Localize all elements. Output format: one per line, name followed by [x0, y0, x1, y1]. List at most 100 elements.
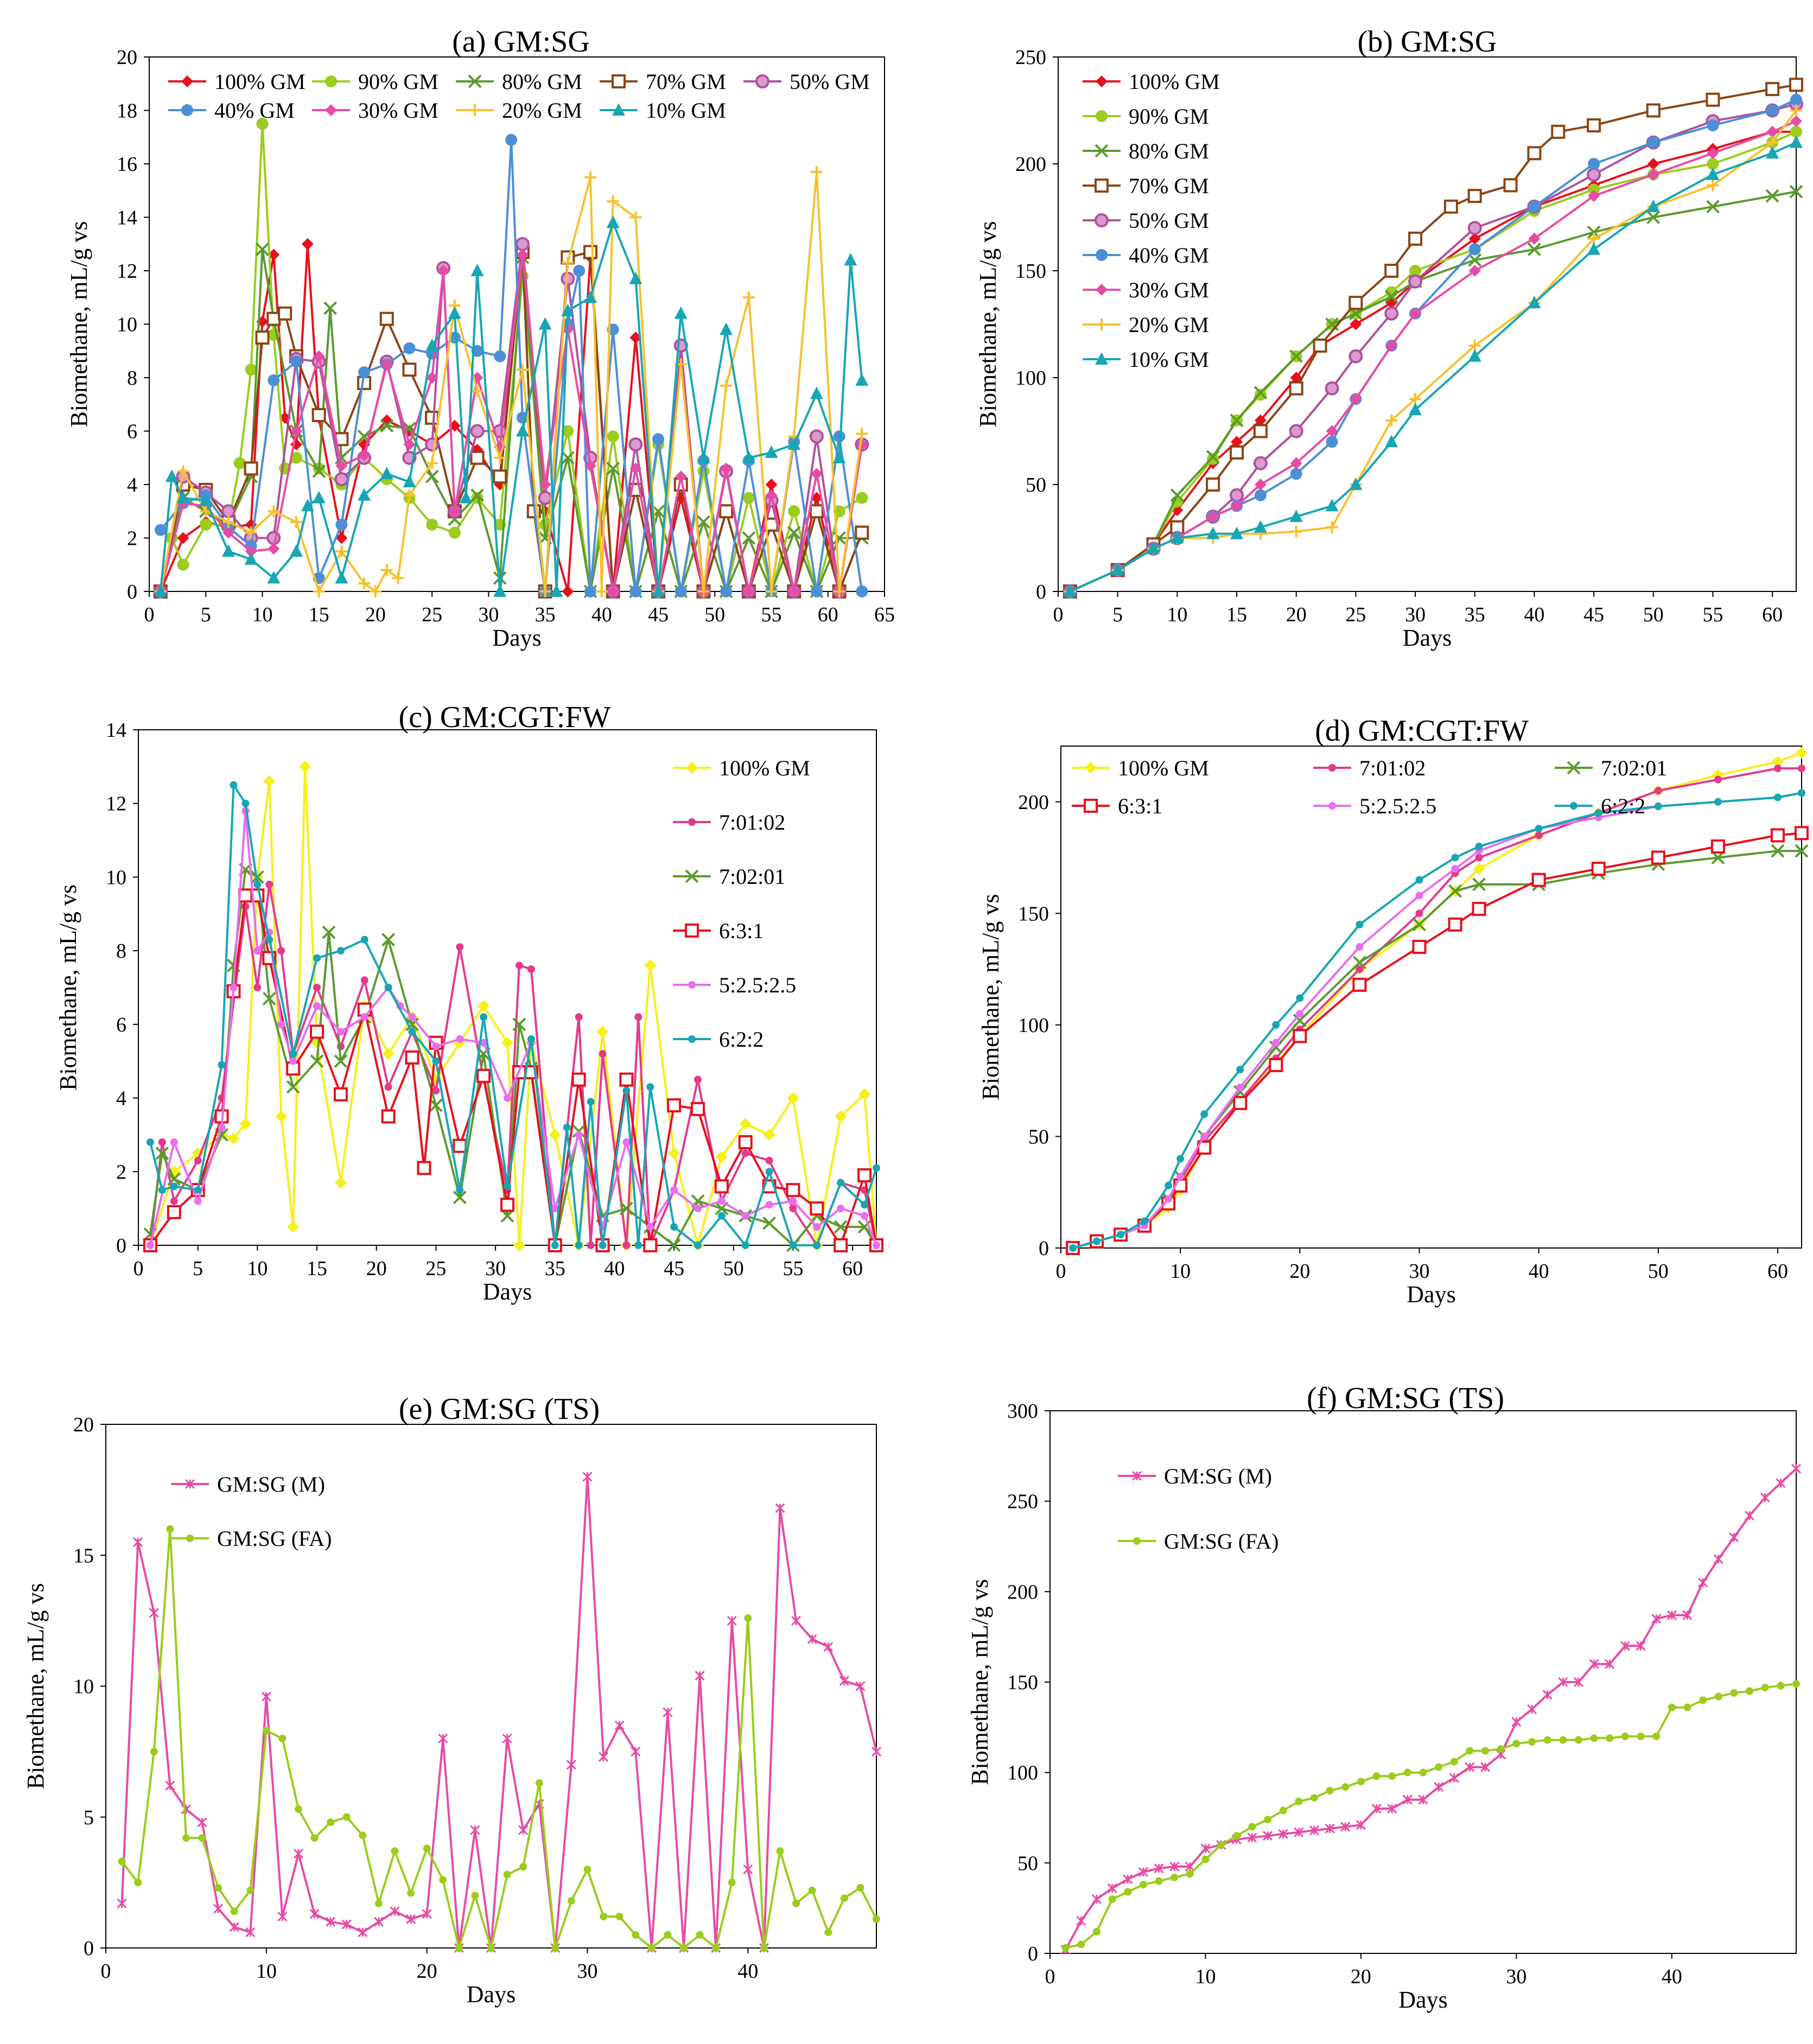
data-point: [873, 1164, 880, 1172]
data-point: [549, 1129, 561, 1141]
data-point: [1388, 1772, 1396, 1780]
y-tick-label: 16: [117, 153, 137, 176]
y-tick-label: 300: [1007, 1400, 1038, 1423]
data-point: [403, 489, 416, 501]
data-point: [470, 488, 484, 502]
data-point: [1473, 863, 1485, 875]
data-point: [158, 1186, 166, 1194]
series-GM:SG (FA): [1061, 1680, 1800, 1952]
data-point: [742, 585, 755, 597]
data-point: [1325, 499, 1339, 512]
legend-label: 6:3:1: [719, 919, 764, 943]
legend-marker: [612, 74, 626, 88]
data-point: [493, 469, 507, 484]
data-point: [438, 1733, 448, 1744]
data-point: [380, 467, 393, 480]
legend-marker: [1133, 1537, 1141, 1545]
data-point: [1269, 1058, 1283, 1072]
data-point: [230, 1907, 238, 1915]
data-point: [622, 1087, 631, 1094]
data-point: [599, 1050, 607, 1058]
data-point: [1646, 199, 1660, 212]
data-point: [1231, 436, 1243, 448]
data-point: [1443, 199, 1458, 214]
data-point: [629, 585, 642, 597]
data-point: [1771, 844, 1785, 858]
data-point: [717, 1212, 726, 1220]
chart-title: (c) GM:CGT:FW: [399, 701, 611, 734]
data-point: [261, 1691, 271, 1702]
data-point: [765, 479, 778, 491]
data-point: [527, 1035, 535, 1043]
y-axis-label: Biomethane, mL/g vs: [975, 221, 1001, 427]
data-point: [696, 1931, 704, 1939]
legend-marker: [185, 1479, 195, 1489]
data-point: [480, 1039, 488, 1047]
data-point: [199, 493, 213, 506]
data-point: [1790, 115, 1802, 128]
data-point: [808, 1886, 816, 1894]
y-tick-label: 15: [73, 1544, 94, 1567]
series-line: [1072, 792, 1802, 1249]
data-point: [221, 544, 235, 557]
data-point: [1356, 965, 1364, 973]
data-point: [646, 1223, 654, 1231]
data-point: [857, 1168, 872, 1183]
legend-label: 5:2.5:2.5: [719, 973, 796, 997]
data-point: [629, 211, 642, 224]
data-point: [567, 1897, 575, 1905]
data-point: [538, 491, 552, 505]
data-point: [674, 306, 688, 319]
data-point: [518, 1825, 529, 1835]
data-point: [1290, 372, 1302, 384]
legend-item: 10% GM: [600, 98, 726, 123]
data-point: [1551, 124, 1566, 139]
data-point: [487, 1944, 495, 1952]
data-point: [1289, 381, 1303, 396]
data-point: [170, 1197, 178, 1205]
data-point: [788, 585, 800, 597]
data-point: [1587, 242, 1601, 255]
data-point: [1647, 158, 1659, 170]
data-point: [1790, 104, 1802, 117]
data-point: [1790, 93, 1802, 106]
data-point: [146, 1241, 154, 1249]
legend-item: 100% GM: [1072, 756, 1209, 780]
x-tick-label: 60: [1767, 1260, 1788, 1283]
y-tick-label: 20: [117, 46, 137, 69]
data-point: [1076, 1915, 1086, 1926]
data-point: [1666, 1610, 1677, 1620]
data-point: [455, 1944, 463, 1952]
data-point: [1117, 1231, 1125, 1239]
data-point: [670, 1186, 678, 1194]
legend-marker: [325, 104, 337, 116]
data-point: [1588, 158, 1600, 170]
x-tick-label: 30: [577, 1960, 598, 1983]
data-point: [622, 1241, 631, 1249]
chart-title: (f) GM:SG (TS): [1307, 1381, 1504, 1415]
x-tick-label: 40: [1529, 1260, 1549, 1283]
data-point: [323, 301, 337, 315]
data-point: [697, 465, 710, 477]
data-point: [1309, 1825, 1320, 1836]
data-point: [1777, 1682, 1785, 1690]
x-tick-label: 10: [256, 1960, 277, 1983]
data-point: [453, 1138, 467, 1153]
data-point: [634, 1241, 642, 1249]
data-point: [277, 1020, 285, 1028]
data-point: [1770, 828, 1785, 843]
data-point: [765, 489, 778, 501]
data-point: [358, 577, 371, 590]
data-point: [182, 1834, 190, 1842]
data-point: [1352, 956, 1366, 970]
legend-label: 6:2:2: [1601, 794, 1645, 818]
y-tick-label: 4: [127, 474, 137, 496]
x-tick-label: 5: [193, 1257, 203, 1280]
data-point: [1384, 306, 1399, 321]
x-tick-label: 0: [101, 1960, 111, 1983]
series-GM:SG (M): [117, 1472, 882, 1953]
data-point: [720, 322, 733, 335]
data-point: [647, 1944, 656, 1952]
data-point: [299, 760, 311, 773]
data-point: [1475, 843, 1483, 850]
